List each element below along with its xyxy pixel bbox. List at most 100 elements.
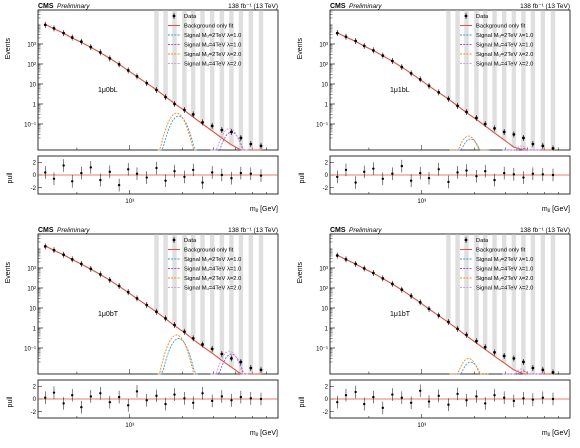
pull-point bbox=[354, 390, 357, 394]
legend-entry-label: Signal Mᵤ=2TeV λ=2.0 bbox=[476, 276, 533, 282]
pull-point bbox=[409, 179, 413, 182]
data-point bbox=[210, 124, 214, 128]
signal-peak-line bbox=[159, 337, 198, 375]
data-point bbox=[475, 116, 478, 120]
data-point bbox=[249, 142, 253, 146]
uncertainty-band bbox=[209, 10, 215, 131]
pull-point bbox=[210, 171, 214, 174]
legend-entry-label: Background only fit bbox=[476, 248, 526, 254]
uncertainty-band bbox=[182, 234, 187, 333]
y-tick-label: 10⁻¹ bbox=[24, 122, 36, 128]
y-tick-label: 10 bbox=[321, 82, 328, 88]
lumi-label: 138 fb⁻¹ (13 TeV) bbox=[228, 3, 278, 10]
pull-point bbox=[259, 397, 263, 401]
data-point bbox=[117, 63, 121, 66]
pull-point bbox=[191, 168, 195, 172]
data-point bbox=[126, 68, 130, 72]
pull-point bbox=[210, 399, 214, 403]
data-point bbox=[381, 54, 385, 58]
legend-entry-label: Signal Mᵤ=4TeV λ=2.0 bbox=[184, 62, 241, 68]
data-point bbox=[531, 366, 535, 370]
category-label: 1μ0bT bbox=[98, 311, 119, 318]
y-axis-label: Events bbox=[297, 262, 304, 284]
pull-point bbox=[249, 397, 253, 400]
legend-entry-label: Signal Mᵤ=4TeV λ=1.0 bbox=[184, 267, 241, 273]
pull-point bbox=[183, 175, 186, 179]
pull-point bbox=[336, 400, 339, 404]
uncertainty-band bbox=[464, 10, 469, 113]
pull-point bbox=[44, 396, 47, 399]
legend-entry-label: Data bbox=[476, 14, 489, 20]
data-point bbox=[52, 27, 56, 30]
data-point bbox=[201, 120, 204, 124]
data-point bbox=[362, 267, 366, 270]
pull-point bbox=[71, 394, 74, 397]
x-tick-label: 10³ bbox=[125, 199, 134, 205]
pull-tick-label: 2 bbox=[325, 385, 329, 391]
legend-entry-label: Signal Mᵤ=4TeV λ=2.0 bbox=[184, 286, 241, 292]
legend-entry-label: Signal Mᵤ=2TeV λ=2.0 bbox=[184, 52, 241, 58]
y-tick-label: 10 bbox=[321, 306, 328, 312]
pull-point bbox=[117, 183, 121, 187]
pull-point bbox=[173, 393, 176, 396]
data-point bbox=[427, 307, 431, 311]
panel-2: CMS Preliminary 138 fb⁻¹ (13 TeV) Events pul… bbox=[5, 227, 279, 437]
pull-point bbox=[502, 396, 506, 399]
pull-point bbox=[427, 400, 431, 403]
pull-point bbox=[437, 394, 440, 398]
pull-tick-label: 0 bbox=[325, 173, 329, 179]
data-point bbox=[70, 257, 74, 261]
pull-axis-label: pull bbox=[299, 172, 306, 183]
data-point bbox=[79, 40, 83, 44]
data-point bbox=[437, 90, 441, 94]
pull-tick-label: 0 bbox=[33, 173, 37, 179]
legend-entry-label: Signal Mᵤ=4TeV λ=2.0 bbox=[476, 62, 533, 68]
data-point bbox=[447, 320, 450, 324]
pull-point bbox=[230, 399, 233, 402]
background-fit-line bbox=[337, 32, 553, 151]
data-point bbox=[390, 59, 394, 63]
y-tick-label: 10² bbox=[27, 62, 36, 68]
cms-label: CMS bbox=[38, 3, 54, 10]
pull-point bbox=[551, 173, 555, 177]
category-label: 1μ1bT bbox=[390, 311, 411, 318]
pull-point bbox=[145, 176, 148, 179]
y-tick-label: 1 bbox=[325, 326, 329, 332]
pull-point bbox=[135, 390, 139, 393]
pull-point bbox=[71, 180, 74, 183]
data-point bbox=[230, 357, 233, 360]
pull-point bbox=[239, 171, 243, 175]
data-point bbox=[164, 95, 167, 99]
y-tick-label: 1 bbox=[33, 326, 37, 332]
pull-point bbox=[522, 397, 525, 400]
pull-point bbox=[173, 170, 176, 173]
y-tick-label: 10⁻¹ bbox=[316, 122, 328, 128]
data-point bbox=[164, 317, 167, 320]
pull-point bbox=[456, 171, 459, 174]
signal-peak-line bbox=[212, 353, 251, 375]
data-point bbox=[465, 333, 468, 337]
data-point bbox=[483, 345, 487, 349]
cms-label: CMS bbox=[330, 227, 346, 234]
pull-point bbox=[108, 400, 112, 404]
pull-point bbox=[126, 168, 130, 171]
data-point bbox=[541, 144, 545, 148]
uncertainty-band bbox=[238, 10, 244, 150]
legend-entry-label: Background only fit bbox=[184, 24, 234, 30]
y-tick-label: 10³ bbox=[27, 266, 36, 272]
uncertainty-band bbox=[455, 10, 460, 106]
pull-point bbox=[183, 397, 186, 400]
data-point bbox=[183, 330, 186, 334]
data-point bbox=[135, 74, 139, 78]
signal-peak-line bbox=[449, 357, 488, 375]
uncertainty-band bbox=[550, 234, 556, 374]
uncertainty-band bbox=[492, 234, 497, 357]
x-axis-label: mⱼⱼ [GeV] bbox=[250, 430, 278, 437]
data-point bbox=[259, 144, 263, 148]
data-point bbox=[465, 110, 468, 114]
data-point bbox=[400, 65, 404, 69]
pull-point bbox=[541, 396, 545, 399]
data-point bbox=[145, 303, 149, 307]
pull-point bbox=[354, 181, 357, 184]
uncertainty-band bbox=[511, 10, 517, 148]
